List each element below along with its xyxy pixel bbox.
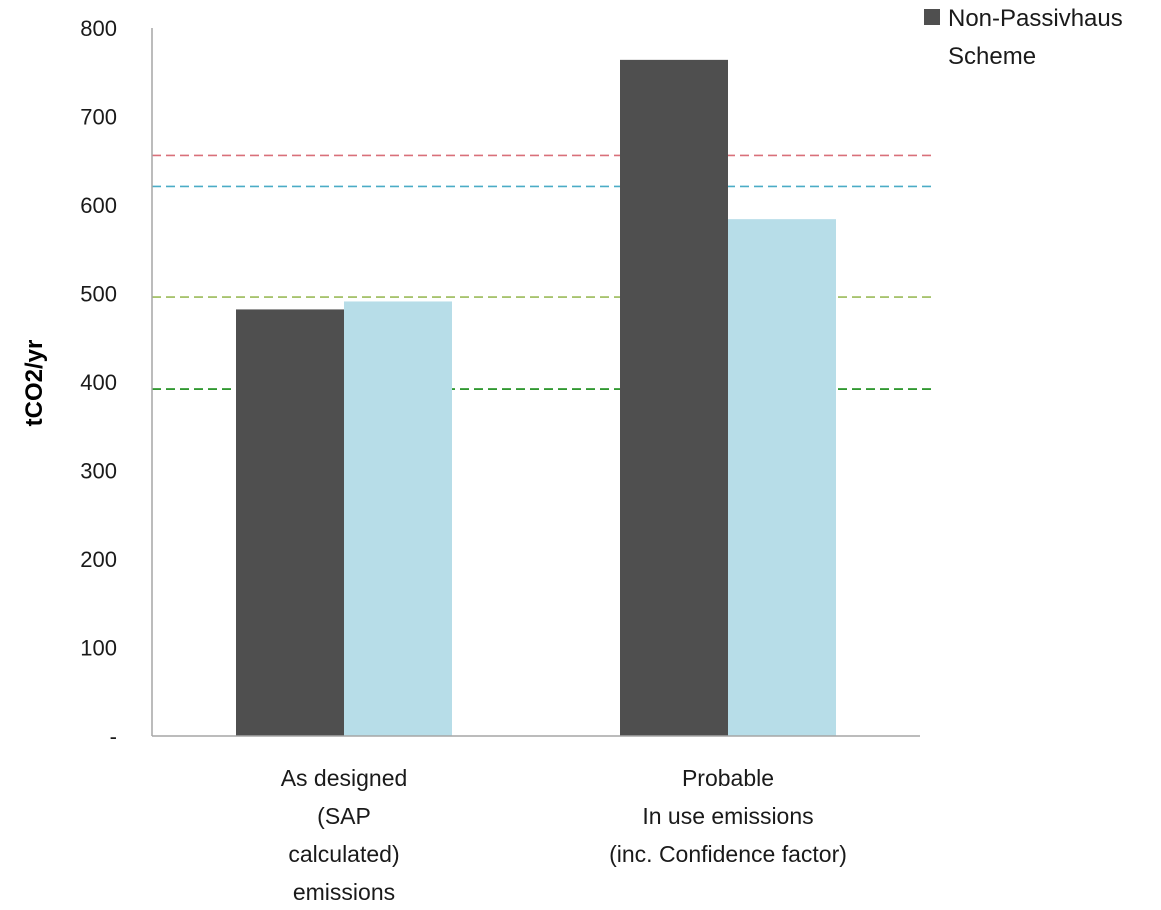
category-label: Probable In use emissions (inc. Confidence… (609, 765, 847, 867)
category-label: As designed (SAP calculated) emissions (281, 765, 408, 905)
y-tick-label: 600 (80, 193, 117, 218)
y-tick-label: - (110, 724, 117, 749)
category-label-line: In use emissions (642, 803, 813, 829)
bars (236, 59, 836, 737)
category-label-line: As designed (281, 765, 408, 791)
legend-label-non-passivhaus: Non-Passivhaus Scheme (948, 5, 1123, 70)
category-label-line: (SAP (317, 803, 371, 829)
bar-series-1-cat-1 (236, 309, 344, 736)
y-tick-label: 300 (80, 459, 117, 484)
y-tick-label: 500 (80, 282, 117, 307)
category-label-line: (inc. Confidence factor) (609, 841, 847, 867)
category-label-line: emissions (293, 879, 395, 905)
bar-series-1-cat-2 (620, 59, 728, 737)
axes (151, 28, 920, 737)
legend-label-line: Non-Passivhaus (948, 5, 1123, 32)
y-tick-label: 700 (80, 105, 117, 130)
y-tick-label: 800 (80, 16, 117, 41)
legend: Non-Passivhaus Scheme (924, 5, 1123, 70)
y-tick-label: 100 (80, 636, 117, 661)
bar-series-2-cat-1 (344, 301, 452, 736)
y-tick-label: 400 (80, 370, 117, 395)
legend-swatch-non-passivhaus (924, 9, 940, 25)
category-labels: As designed (SAP calculated) emissions Proba… (281, 765, 847, 905)
category-label-line: calculated) (288, 841, 399, 867)
y-tick-labels: - 100 200 300 400 500 600 700 800 (80, 16, 117, 749)
y-tick-label: 200 (80, 547, 117, 572)
legend-label-line: Scheme (948, 43, 1036, 70)
bar-series-2-cat-2 (728, 219, 836, 736)
category-label-line: Probable (682, 765, 774, 791)
y-axis-title: tCO2/yr (21, 340, 48, 427)
